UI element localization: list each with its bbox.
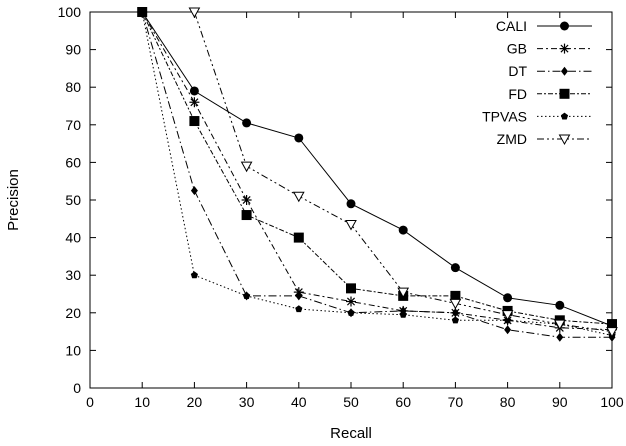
y-tick-label: 10 <box>65 342 81 358</box>
data-point-fd <box>293 232 304 243</box>
legend-label-fd: FD <box>508 86 527 102</box>
x-tick-label: 70 <box>448 394 464 410</box>
legend-marker-cali <box>560 21 569 31</box>
data-point-tpvas <box>190 271 199 279</box>
x-tick-label: 40 <box>291 394 307 410</box>
data-point-dt <box>556 332 564 342</box>
x-tick-label: 50 <box>343 394 359 410</box>
legend: CALI GB DT FD TPVAS ZMD <box>482 18 592 147</box>
axes: 0 10 20 30 40 50 60 70 80 90 100 0 10 20 30 40 50 60 70 80 9… <box>58 4 624 410</box>
x-tick-label: 60 <box>395 394 411 410</box>
data-point-cali <box>503 293 513 303</box>
data-point-cali <box>242 118 252 128</box>
x-tick-label: 80 <box>500 394 516 410</box>
legend-label-zmd: ZMD <box>497 131 527 147</box>
legend-marker-zmd <box>558 134 571 146</box>
y-tick-label: 20 <box>65 305 81 321</box>
y-tick-label: 50 <box>65 192 81 208</box>
data-point-tpvas <box>138 8 146 16</box>
data-point-gb <box>346 296 356 307</box>
y-tick-label: 40 <box>65 230 81 246</box>
data-point-cali <box>294 133 304 143</box>
series-zmd <box>188 7 618 338</box>
data-point-dt <box>295 291 303 301</box>
y-tick-label: 30 <box>65 267 81 283</box>
legend-marker-tpvas <box>560 112 569 120</box>
series-line-gb <box>141 11 613 331</box>
series-tpvas <box>138 8 616 339</box>
data-point-cali <box>346 199 356 209</box>
x-tick-label: 20 <box>187 394 203 410</box>
legend-label-dt: DT <box>508 63 527 79</box>
data-point-cali <box>450 263 460 273</box>
data-point-dt <box>190 186 198 196</box>
y-tick-label: 60 <box>65 154 81 170</box>
series-line-dt <box>141 11 612 338</box>
x-tick-label: 0 <box>86 394 94 410</box>
series-line-tpvas <box>141 11 613 336</box>
x-tick-label: 100 <box>600 394 624 410</box>
data-point-fd <box>241 210 252 221</box>
legend-marker-gb <box>559 43 570 54</box>
data-point-cali <box>555 300 565 310</box>
data-point-zmd <box>449 298 462 310</box>
series-line-fd <box>141 11 613 325</box>
data-point-tpvas <box>295 305 303 313</box>
series-dt <box>138 7 616 342</box>
x-tick-label: 30 <box>239 394 255 410</box>
data-point-zmd <box>188 7 201 19</box>
y-tick-label: 90 <box>65 42 81 58</box>
data-point-tpvas <box>399 310 407 318</box>
x-tick-label: 90 <box>552 394 568 410</box>
data-point-zmd <box>240 161 253 173</box>
legend-label-gb: GB <box>507 41 527 57</box>
data-point-cali <box>189 86 199 96</box>
data-point-fd <box>607 319 617 330</box>
x-tick-label: 10 <box>134 394 150 410</box>
data-point-zmd <box>345 219 357 231</box>
legend-marker-fd <box>559 88 570 99</box>
data-point-zmd <box>501 310 514 321</box>
data-point-fd <box>450 290 461 301</box>
x-axis-label: Recall <box>330 425 372 442</box>
legend-label-tpvas: TPVAS <box>482 108 527 124</box>
legend-marker-dt <box>561 66 568 76</box>
y-tick-label: 70 <box>65 117 81 133</box>
data-point-tpvas <box>347 309 355 316</box>
data-point-zmd <box>292 191 305 203</box>
y-tick-label: 80 <box>65 79 81 95</box>
data-point-gb <box>189 97 200 108</box>
data-point-cali <box>398 225 408 235</box>
data-point-dt <box>451 308 459 318</box>
series-line-zmd <box>193 11 613 333</box>
data-point-tpvas <box>242 292 251 299</box>
data-point-fd <box>346 283 356 294</box>
data-point-zmd <box>553 319 566 331</box>
series-line-cali <box>141 11 613 327</box>
data-point-fd <box>189 116 200 127</box>
data-point-tpvas <box>451 316 460 324</box>
data-point-gb <box>241 195 252 205</box>
data-point-dt <box>504 325 512 335</box>
legend-label-cali: CALI <box>496 18 527 34</box>
series-layer <box>137 7 618 342</box>
data-point-zmd <box>606 327 618 338</box>
y-tick-label: 0 <box>73 380 81 396</box>
y-tick-label: 100 <box>58 4 82 20</box>
data-point-zmd <box>397 287 410 299</box>
y-axis-label: Precision <box>5 169 22 231</box>
